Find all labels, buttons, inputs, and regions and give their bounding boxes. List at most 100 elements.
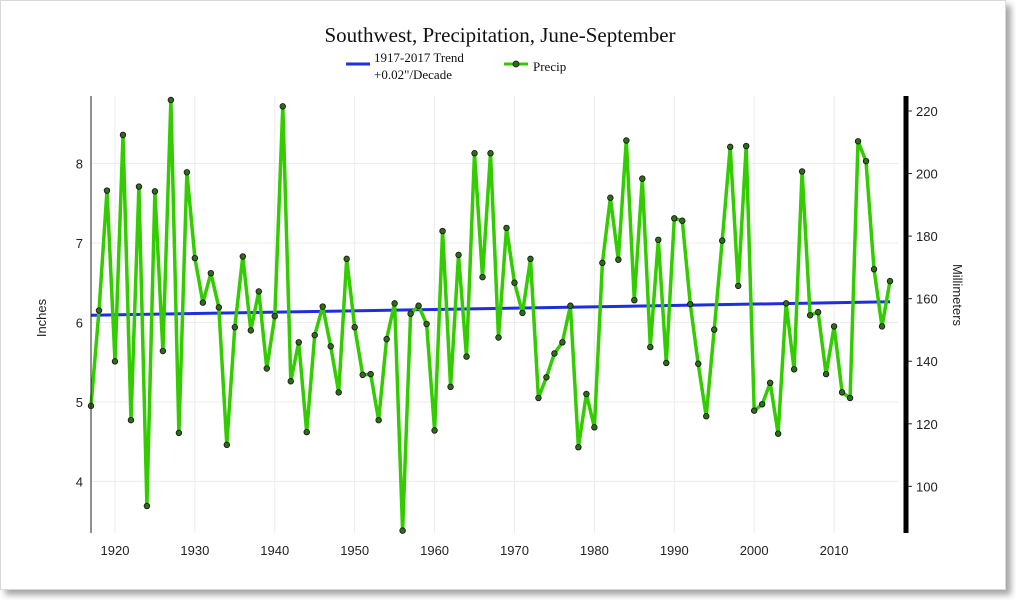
precip-data-point [279,103,286,110]
y2-tick-label: 120 [916,417,938,432]
precip-data-point [479,273,486,281]
precip-data-point [343,255,350,263]
precip-data-point [774,430,782,437]
precip-data-point [854,138,862,145]
precip-data-point [511,279,518,286]
precip-data-point [463,353,470,360]
y-axis-label: Inches [34,298,49,337]
y-tick-label: 4 [76,474,83,489]
precip-data-point [383,335,390,343]
precip-data-point [119,131,127,139]
x-tick-label: 1950 [340,543,369,558]
precip-data-point [327,343,334,350]
precip-data-point [263,365,270,372]
precip-data-point [742,142,750,150]
precip-data-point [663,359,670,367]
precip-data-point [790,366,798,373]
precip-data-point [447,383,454,391]
precip-data-point [471,150,478,157]
x-tick-label: 1990 [660,543,689,558]
legend-precip-label: Precip [533,59,566,74]
precip-data-point [695,360,702,367]
precip-data-point [806,312,814,319]
precip-data-point [319,303,326,310]
legend-trend-label: 1917-2017 Trend [374,50,464,65]
precip-data-point [127,416,135,424]
precip-data-point [846,394,854,402]
precip-data-point [870,266,878,273]
precip-data-point [519,309,526,317]
precip-data-point [703,413,710,420]
precip-data-point [207,269,215,277]
precip-data-point [367,370,374,378]
precip-data-point [199,299,207,306]
precip-data-point [719,237,726,244]
precip-data-point [671,215,678,222]
precip-data-point [295,339,302,346]
precip-data-point [103,187,111,194]
precip-data-point [766,379,774,387]
precip-data-point [495,334,502,341]
precip-data-point [359,371,366,379]
precip-data-point [239,253,247,260]
precip-data-point [551,350,558,357]
precip-data-point [639,175,646,182]
precip-data-point [143,502,151,510]
precip-data-point [167,96,175,104]
y2-tick-label: 200 [916,167,938,182]
precip-data-point [351,324,358,331]
precip-data-point [878,323,886,330]
precip-data-point [583,390,590,398]
precip-data-point [838,389,846,396]
precip-data-point [111,358,119,365]
legend-trend-rate: +0.02"/Decade [374,67,452,82]
precip-data-point [431,427,438,434]
precip-data-point [758,401,766,408]
precip-data-point [711,326,718,333]
x-tick-label: 1960 [420,543,449,558]
precip-data-point [822,370,830,378]
precip-data-point [631,296,638,304]
y2-tick-label: 180 [916,229,938,244]
precip-data-point [135,183,143,190]
x-tick-label: 1930 [180,543,209,558]
precip-data-point [750,407,758,414]
legend-precip-marker [512,60,520,68]
precip-data-point [191,254,199,262]
precip-data-point [679,217,686,224]
precip-data-point [215,304,223,311]
y-tick-label: 8 [76,157,83,172]
trend-line [90,300,891,317]
y2-tick-label: 220 [916,104,938,119]
precip-data-point [231,324,239,331]
precip-data-point [311,331,318,339]
precip-series-line [89,98,892,533]
legend: 1917-2017 Trend +0.02"/Decade Precip [346,50,566,82]
precip-data-point [615,256,622,263]
precip-data-point [399,527,406,534]
y2-tick-label: 100 [916,479,938,494]
precip-data-point [375,416,382,424]
precip-data-point [255,288,262,295]
x-tick-label: 1980 [580,543,609,558]
precip-data-point [559,339,566,346]
precip-data-point [527,255,534,263]
chart-title: Southwest, Precipitation, June-September [324,23,675,47]
precip-data-point [423,320,430,328]
precip-data-point [591,424,598,431]
x-tick-label: 1970 [500,543,529,558]
precip-data-point [798,168,806,175]
precip-data-point [727,143,734,151]
precip-data-point [183,169,191,176]
y-tick-label: 6 [76,315,83,330]
precip-data-point [607,194,614,201]
precip-data-point [814,308,822,316]
precip-data-point [95,307,103,314]
precip-data-point [830,323,838,330]
precip-data-point [655,236,662,244]
x-tick-label: 1920 [101,543,130,558]
precip-data-point [623,137,630,144]
precip-data-point [886,277,894,285]
x-tick-label: 2010 [820,543,849,558]
precip-data-point [567,302,574,309]
